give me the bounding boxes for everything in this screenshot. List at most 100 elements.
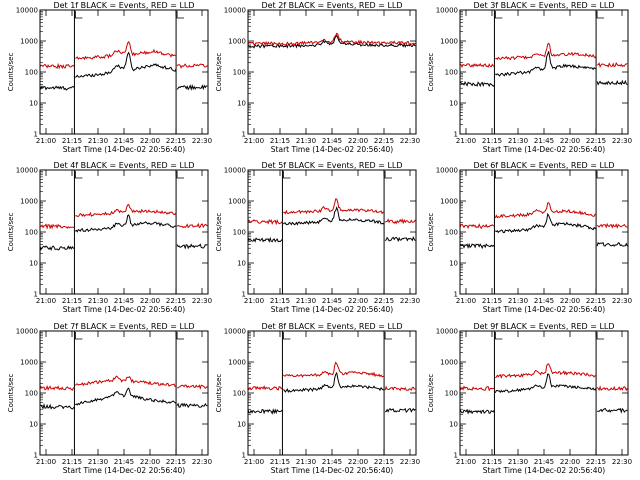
y-tick-label: 100 [25,390,38,398]
y-axis-label: Counts/sec [215,213,223,252]
x-tick-label: 22:00 [348,137,368,145]
y-tick-label: 1 [454,291,458,299]
x-tick-label: 21:15 [62,458,82,466]
series-line-lld [495,363,597,379]
chart-panel-1f: Det 1f BLACK = Events, RED = LLD Counts/s… [7,1,212,154]
y-tick-label: 1000 [440,38,458,46]
y-tick-label: 10000 [436,328,458,336]
interval-bracket-marker [495,332,503,340]
series-line-lld [283,198,385,215]
y-tick-label: 10000 [16,328,38,336]
y-tick-label: 1000 [228,359,246,367]
series-line-events [40,85,75,91]
x-tick-label: 22:15 [374,458,394,466]
y-tick-label: 10 [29,100,38,108]
series-line-lld [460,62,495,69]
series-line-events [597,407,628,414]
y-tick-label: 10000 [224,167,246,175]
y-tick-label: 1000 [440,198,458,206]
y-axis-label: Counts/sec [427,374,435,413]
y-tick-label: 1 [34,452,38,460]
x-axis-label: Start Time (14-Dec-02 20:56:40) [483,466,605,475]
interval-bracket-marker [75,171,83,179]
x-tick-label: 21:15 [270,137,290,145]
series-line-events [248,236,283,243]
y-tick-label: 10000 [436,167,458,175]
y-tick-label: 100 [233,69,246,77]
x-tick-label: 21:45 [322,458,342,466]
x-tick-label: 21:15 [270,297,290,305]
x-tick-label: 21:30 [508,297,528,305]
interval-bracket-marker [176,11,185,19]
y-axis-label: Counts/sec [7,213,15,252]
chart-title: Det 3f BLACK = Events, RED = LLD [473,1,614,10]
series-line-lld [40,384,75,391]
series-line-lld [460,223,495,230]
series-line-events [385,407,416,414]
x-tick-label: 21:00 [244,137,264,145]
chart-panel-2f: Det 2f BLACK = Events, RED = LLD Counts/s… [215,1,420,154]
x-tick-label: 22:15 [166,297,186,305]
y-tick-label: 1 [454,452,458,460]
x-tick-label: 21:00 [456,137,476,145]
series-line-lld [248,219,283,226]
y-tick-label: 1000 [20,359,38,367]
series-line-lld [75,203,177,218]
series-line-events [460,242,495,250]
y-tick-label: 1 [454,131,458,139]
x-tick-label: 22:30 [612,297,632,305]
y-tick-label: 1000 [440,359,458,367]
y-tick-label: 10 [237,260,246,268]
x-tick-label: 21:15 [62,297,82,305]
chart-title: Det 1f BLACK = Events, RED = LLD [53,1,194,10]
interval-bracket-marker [596,11,605,19]
x-tick-label: 22:30 [192,137,212,145]
x-tick-label: 21:45 [114,458,134,466]
x-tick-label: 21:15 [482,458,502,466]
x-tick-label: 21:15 [482,137,502,145]
x-tick-label: 22:00 [560,297,580,305]
x-tick-label: 21:45 [534,297,554,305]
x-axis-label: Start Time (14-Dec-02 20:56:40) [483,145,605,154]
chart-title: Det 8f BLACK = Events, RED = LLD [261,322,402,331]
x-axis-label: Start Time (14-Dec-02 20:56:40) [271,305,393,314]
interval-bracket-marker [596,171,605,179]
x-tick-label: 22:15 [586,137,606,145]
x-tick-label: 21:30 [508,137,528,145]
series-line-lld [40,223,75,230]
x-tick-label: 22:15 [374,297,394,305]
x-tick-label: 22:30 [612,458,632,466]
x-tick-label: 22:30 [612,137,632,145]
x-tick-label: 21:00 [244,458,264,466]
interval-bracket-marker [495,171,503,179]
y-tick-label: 1 [34,291,38,299]
y-tick-label: 10 [29,421,38,429]
interval-bracket-marker [176,171,185,179]
chart-title: Det 2f BLACK = Events, RED = LLD [261,1,402,10]
y-tick-label: 1000 [228,198,246,206]
chart-panel-7f: Det 7f BLACK = Events, RED = LLD Counts/s… [7,322,212,475]
series-line-events [176,402,208,409]
chart-panel-9f: Det 9f BLACK = Events, RED = LLD Counts/s… [427,322,632,475]
x-tick-label: 21:30 [296,297,316,305]
y-tick-label: 10 [29,260,38,268]
series-line-events [74,214,177,233]
series-line-lld [282,361,385,378]
series-line-events [176,83,208,92]
y-tick-label: 100 [233,229,246,237]
x-tick-label: 22:00 [560,137,580,145]
y-tick-label: 10 [237,421,246,429]
y-tick-label: 100 [25,69,38,77]
series-line-events [248,34,416,49]
series-line-events [248,408,283,415]
series-line-events [283,371,385,393]
series-line-lld [460,385,495,392]
x-tick-label: 21:30 [296,458,316,466]
x-tick-label: 21:45 [534,137,554,145]
y-tick-label: 1000 [228,38,246,46]
x-tick-label: 22:30 [192,458,212,466]
y-tick-label: 10 [449,100,458,108]
y-axis-label: Counts/sec [427,213,435,252]
interval-bracket-marker [75,11,83,19]
